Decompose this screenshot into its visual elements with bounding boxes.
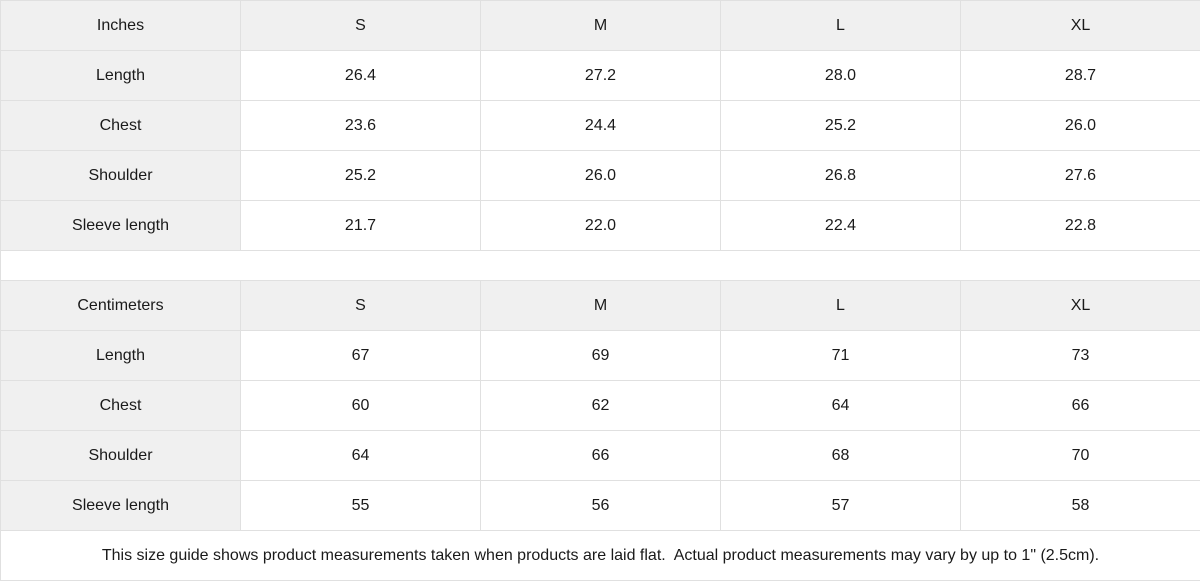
measurement-value-cell: 71 <box>721 331 961 381</box>
table-row: Sleeve length 55 56 57 58 <box>1 481 1200 531</box>
table-row: Chest 23.6 24.4 25.2 26.0 <box>1 101 1200 151</box>
inches-header-row: Inches S M L XL <box>1 1 1200 51</box>
size-header-cell-xl: XL <box>961 1 1200 51</box>
measurement-value-cell: 24.4 <box>481 101 721 151</box>
size-header-cell-xl: XL <box>961 281 1200 331</box>
measurement-value-cell: 66 <box>961 381 1200 431</box>
measurement-label-cell: Shoulder <box>1 431 241 481</box>
measurement-value-cell: 28.7 <box>961 51 1200 101</box>
measurement-value-cell: 67 <box>241 331 481 381</box>
measurement-value-cell: 56 <box>481 481 721 531</box>
measurement-value-cell: 26.8 <box>721 151 961 201</box>
size-header-cell-l: L <box>721 1 961 51</box>
footer-note-row: This size guide shows product measuremen… <box>1 531 1200 581</box>
measurement-value-cell: 55 <box>241 481 481 531</box>
measurement-value-cell: 68 <box>721 431 961 481</box>
size-header-cell-l: L <box>721 281 961 331</box>
measurement-label-cell: Chest <box>1 101 241 151</box>
table-row: Shoulder 25.2 26.0 26.8 27.6 <box>1 151 1200 201</box>
table-row: Length 67 69 71 73 <box>1 331 1200 381</box>
measurement-value-cell: 22.0 <box>481 201 721 251</box>
size-header-cell-s: S <box>241 1 481 51</box>
measurement-value-cell: 62 <box>481 381 721 431</box>
size-header-cell-m: M <box>481 281 721 331</box>
measurement-value-cell: 27.6 <box>961 151 1200 201</box>
measurement-value-cell: 69 <box>481 331 721 381</box>
measurement-value-cell: 60 <box>241 381 481 431</box>
measurement-value-cell: 28.0 <box>721 51 961 101</box>
measurement-value-cell: 70 <box>961 431 1200 481</box>
measurement-label-cell: Length <box>1 51 241 101</box>
measurement-value-cell: 26.0 <box>481 151 721 201</box>
measurement-value-cell: 26.4 <box>241 51 481 101</box>
table-spacer-row <box>1 251 1200 281</box>
measurement-label-cell: Shoulder <box>1 151 241 201</box>
measurement-value-cell: 73 <box>961 331 1200 381</box>
measurement-label-cell: Sleeve length <box>1 481 241 531</box>
measurement-value-cell: 22.8 <box>961 201 1200 251</box>
measurement-value-cell: 22.4 <box>721 201 961 251</box>
measurement-value-cell: 25.2 <box>721 101 961 151</box>
measurement-value-cell: 64 <box>241 431 481 481</box>
measurement-label-cell: Length <box>1 331 241 381</box>
table-row: Length 26.4 27.2 28.0 28.7 <box>1 51 1200 101</box>
size-header-cell-s: S <box>241 281 481 331</box>
measurement-value-cell: 26.0 <box>961 101 1200 151</box>
measurement-value-cell: 64 <box>721 381 961 431</box>
measurement-label-cell: Chest <box>1 381 241 431</box>
footer-note: This size guide shows product measuremen… <box>1 531 1200 581</box>
table-spacer-cell <box>1 251 1200 281</box>
measurement-value-cell: 23.6 <box>241 101 481 151</box>
measurement-value-cell: 58 <box>961 481 1200 531</box>
table-row: Chest 60 62 64 66 <box>1 381 1200 431</box>
unit-header-cell: Inches <box>1 1 241 51</box>
table-row: Shoulder 64 66 68 70 <box>1 431 1200 481</box>
unit-header-cell: Centimeters <box>1 281 241 331</box>
measurement-value-cell: 27.2 <box>481 51 721 101</box>
measurement-value-cell: 25.2 <box>241 151 481 201</box>
table-row: Sleeve length 21.7 22.0 22.4 22.8 <box>1 201 1200 251</box>
measurement-value-cell: 21.7 <box>241 201 481 251</box>
size-header-cell-m: M <box>481 1 721 51</box>
measurement-value-cell: 57 <box>721 481 961 531</box>
measurement-label-cell: Sleeve length <box>1 201 241 251</box>
measurement-value-cell: 66 <box>481 431 721 481</box>
centimeters-header-row: Centimeters S M L XL <box>1 281 1200 331</box>
